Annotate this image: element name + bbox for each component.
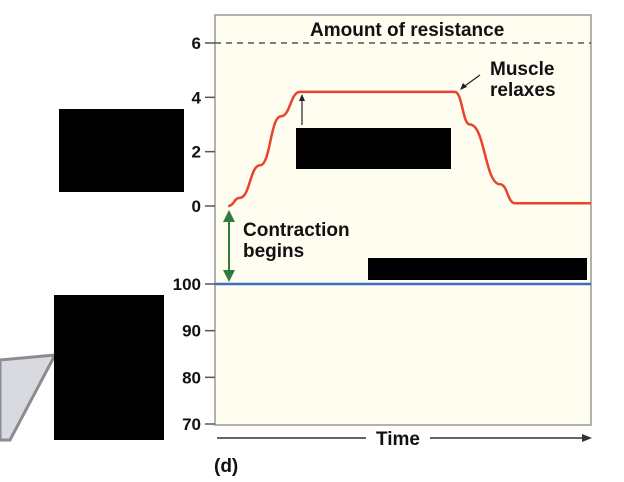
arrowhead-up-icon (299, 94, 305, 101)
top-y-axis: 0 2 4 6 (192, 34, 215, 216)
y-tick-label: 90 (182, 322, 201, 341)
y-tick-label: 4 (192, 88, 202, 107)
gray-wedge-shape (0, 353, 58, 442)
tension-curve (227, 90, 591, 208)
y-tick-label: 0 (192, 197, 201, 216)
green-arrowhead-down-icon (223, 270, 235, 282)
green-arrowhead-up-icon (223, 210, 235, 222)
y-tick-label: 2 (192, 143, 201, 162)
muscle-relaxes-label: Muscle (490, 59, 554, 80)
time-arrowhead-icon (582, 434, 592, 442)
arrowhead-icon (460, 83, 467, 90)
bottom-y-axis: 70 80 90 100 (173, 275, 215, 434)
redaction-box (368, 258, 587, 280)
panel-background (214, 14, 592, 426)
redaction-box (296, 128, 451, 169)
redaction-box (59, 109, 184, 192)
contraction-begins-label: Contraction (243, 220, 350, 241)
resistance-label: Amount of resistance (310, 20, 504, 41)
y-tick-label: 70 (182, 415, 201, 434)
y-tick-label: 6 (192, 34, 201, 53)
muscle-relaxes-label-2: relaxes (490, 80, 556, 101)
y-tick-label: 80 (182, 368, 201, 387)
panel-label: (d) (214, 456, 238, 477)
x-axis-label: Time (376, 429, 420, 450)
contraction-begins-label-2: begins (243, 241, 304, 262)
y-tick-label: 100 (173, 275, 201, 294)
time-label-bg (366, 426, 430, 448)
redaction-box (54, 295, 164, 440)
